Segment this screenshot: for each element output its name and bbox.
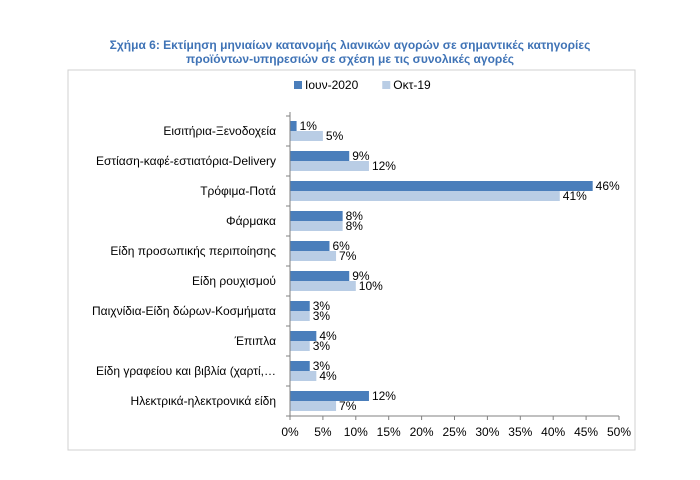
- x-tick-label: 35%: [508, 425, 532, 439]
- bar-s1-5: [290, 281, 356, 291]
- value-label-s0-8: 3%: [313, 359, 331, 373]
- bar-s1-1: [290, 161, 369, 171]
- x-tick-label: 40%: [541, 425, 565, 439]
- bar-s1-2: [290, 191, 560, 201]
- bar-s0-3: [290, 211, 343, 221]
- chart-title-line-1: Σχήμα 6: Εκτίμηση μηνιαίων κατανομής λια…: [109, 38, 591, 52]
- value-label-s0-6: 3%: [313, 299, 331, 313]
- value-label-s1-8: 4%: [319, 369, 337, 383]
- value-label-s1-1: 12%: [372, 159, 396, 173]
- bar-s1-4: [290, 251, 337, 261]
- bar-s0-4: [290, 241, 330, 251]
- value-label-s1-2: 41%: [563, 189, 587, 203]
- bar-s1-3: [290, 221, 343, 231]
- category-label: Είδη προσωπικής περιποίησης: [110, 244, 276, 258]
- x-tick-label: 30%: [475, 425, 499, 439]
- bar-s0-9: [290, 391, 369, 401]
- x-tick-label: 0%: [281, 425, 299, 439]
- bar-s1-6: [290, 311, 310, 321]
- legend-label-0: Ιουν-2020: [305, 78, 359, 92]
- x-tick-label: 10%: [344, 425, 368, 439]
- x-tick-label: 20%: [410, 425, 434, 439]
- x-tick-label: 15%: [377, 425, 401, 439]
- x-axis: 0% 5% 10% 15% 20% 25% 30% 35% 40% 45% 50%: [281, 112, 631, 439]
- category-label: Εισιτήρια-Ξενοδοχεία: [163, 124, 276, 138]
- bars: [290, 121, 593, 411]
- bar-s1-9: [290, 401, 337, 411]
- bar-s1-8: [290, 371, 317, 381]
- category-label: Παιχνίδια-Είδη δώρων-Κοσμήματα: [92, 304, 276, 318]
- category-labels: Εισιτήρια-Ξενοδοχεία Εστίαση-καφέ-εστιατό…: [92, 124, 276, 408]
- bar-s0-6: [290, 301, 310, 311]
- chart-frame: [67, 69, 636, 451]
- chart-title-line-2: προϊόντων-υπηρεσιών σε σχέση με τις συνο…: [185, 52, 515, 66]
- bar-s1-0: [290, 131, 323, 141]
- value-label-s1-5: 10%: [359, 279, 383, 293]
- value-label-s0-7: 4%: [319, 329, 337, 343]
- legend-label-1: Οκτ-19: [393, 78, 431, 92]
- value-label-s0-0: 1%: [300, 119, 318, 133]
- category-label: Είδη γραφείου και βιβλία (χαρτί,…: [96, 364, 276, 378]
- value-label-s0-3: 8%: [346, 209, 364, 223]
- value-label-s1-3: 8%: [346, 219, 364, 233]
- category-label: Εστίαση-καφέ-εστιατόρια-Delivery: [96, 154, 276, 168]
- value-labels: 1%5%9%12%46%41%8%8%6%7%9%10%3%3%4%3%3%4%…: [300, 119, 620, 413]
- value-label-s0-1: 9%: [352, 149, 370, 163]
- value-label-s1-6: 3%: [313, 309, 331, 323]
- bar-s0-1: [290, 151, 350, 161]
- bar-s1-7: [290, 341, 310, 351]
- category-label: Φάρμακα: [226, 214, 276, 228]
- value-label-s1-7: 3%: [313, 339, 331, 353]
- category-label: Τρόφιμα-Ποτά: [200, 184, 276, 198]
- value-label-s1-9: 7%: [339, 399, 357, 413]
- legend: Ιουν-2020 Οκτ-19: [294, 78, 431, 92]
- category-label: Είδη ρουχισμού: [192, 274, 276, 288]
- value-label-s0-4: 6%: [332, 239, 350, 253]
- x-tick-label: 50%: [607, 425, 631, 439]
- bar-s0-5: [290, 271, 350, 281]
- value-label-s1-0: 5%: [326, 129, 344, 143]
- x-tick-label: 5%: [314, 425, 332, 439]
- bar-s0-7: [290, 331, 317, 341]
- legend-swatch-1: [382, 81, 391, 89]
- bar-s0-0: [290, 121, 297, 131]
- x-tick-label: 25%: [442, 425, 466, 439]
- legend-swatch-0: [294, 81, 302, 89]
- value-label-s0-5: 9%: [352, 269, 370, 283]
- category-label: Ηλεκτρικά-ηλεκτρονικά είδη: [131, 394, 276, 408]
- bar-s0-2: [290, 181, 593, 191]
- value-label-s0-9: 12%: [372, 389, 396, 403]
- category-label: Έπιπλα: [234, 334, 276, 348]
- x-tick-label: 45%: [574, 425, 598, 439]
- value-label-s0-2: 46%: [596, 179, 620, 193]
- bar-s0-8: [290, 361, 310, 371]
- value-label-s1-4: 7%: [339, 249, 357, 263]
